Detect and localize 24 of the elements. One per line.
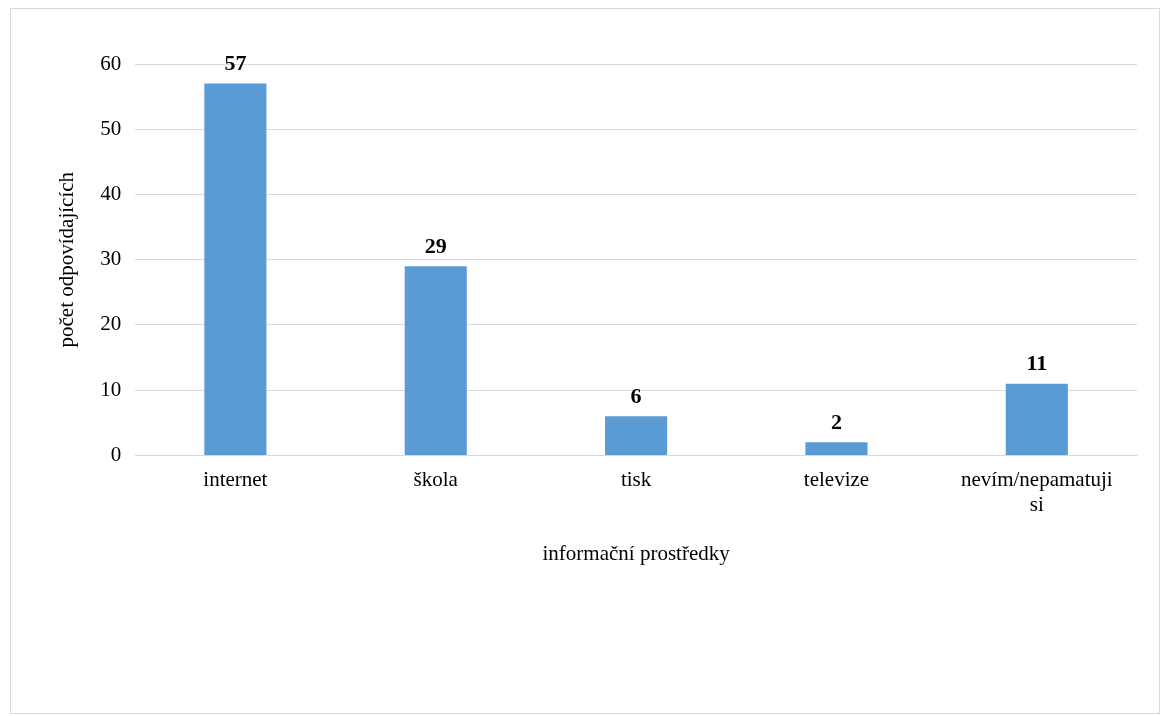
x-tick-label: škola bbox=[413, 466, 459, 491]
data-label: 6 bbox=[630, 382, 642, 408]
y-tick-label: 40 bbox=[100, 180, 122, 205]
y-axis-title: počet odpovídajících bbox=[54, 171, 79, 348]
y-tick-label: 30 bbox=[100, 246, 122, 271]
x-tick-label: tisk bbox=[620, 466, 652, 491]
data-label: 57 bbox=[224, 50, 247, 76]
bar bbox=[605, 416, 668, 455]
x-tick-label: televize bbox=[803, 466, 870, 491]
y-tick-label: 60 bbox=[100, 50, 122, 75]
x-tick-label: internet bbox=[203, 466, 268, 491]
data-label: 2 bbox=[830, 409, 842, 435]
x-axis-title: informační prostředky bbox=[542, 540, 731, 565]
y-tick-label: 10 bbox=[100, 376, 122, 401]
bar bbox=[1005, 383, 1068, 455]
bar bbox=[805, 442, 868, 455]
data-label: 11 bbox=[1026, 350, 1048, 376]
y-tick-label: 20 bbox=[100, 311, 122, 336]
y-tick-label: 50 bbox=[100, 115, 122, 140]
y-tick-label: 0 bbox=[110, 441, 122, 466]
bar bbox=[204, 83, 267, 455]
bar bbox=[404, 266, 467, 455]
x-tick-label: nevím/nepamatuji si bbox=[961, 466, 1113, 516]
data-label: 29 bbox=[424, 232, 447, 258]
